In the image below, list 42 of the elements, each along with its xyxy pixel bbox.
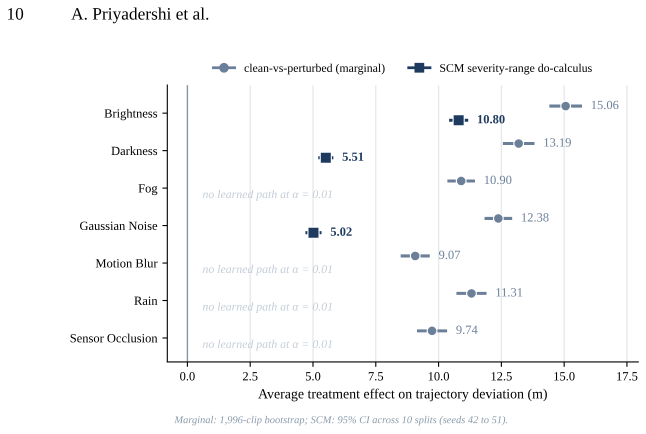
data-label: 10.90 (484, 176, 512, 184)
y-tick-label: Motion Blur (96, 258, 158, 268)
point (410, 250, 421, 262)
data-label: 15.06 (592, 100, 619, 110)
y-tick-label: Gaussian Noise (80, 222, 158, 230)
x-tick-label: 2.5 (242, 372, 258, 381)
legend-label: clean-vs-perturbed (marginal) (244, 64, 385, 74)
annotation: no learned path at α = 0.01 (202, 340, 332, 350)
text: Marginal: 1,996-clip bootstrap; SCM: 95% CI across 10 splits (seeds 42 to 51). (174, 416, 508, 426)
x-tick-label: 0.0 (180, 372, 195, 381)
data-label: 5.02 (330, 227, 352, 236)
x-tick-label: 12.5 (492, 372, 512, 381)
legend-label: SCM severity-range do-calculus (440, 64, 592, 74)
y-tick-label: Brightness (104, 108, 158, 120)
point (513, 138, 524, 149)
text: 10 (8, 8, 24, 20)
data-label: 9.74 (456, 326, 478, 334)
data-label: 9.07 (438, 250, 460, 260)
point (466, 288, 477, 299)
x-tick-label: 15.0 (554, 372, 575, 381)
data-label: 10.80 (478, 114, 505, 124)
point (560, 100, 572, 112)
x-tick-label: 5.0 (306, 372, 320, 381)
x-tick-label: 10.0 (428, 372, 450, 381)
x-tick-label: 7.5 (368, 372, 384, 381)
point (492, 213, 504, 224)
annotation: no learned path at α = 0.01 (202, 264, 332, 276)
data-label: 11.31 (496, 288, 522, 297)
y-tick-label: Sensor Occlusion (70, 334, 158, 342)
y-tick-label: Darkness (111, 146, 158, 156)
y-tick-label: Rain (134, 296, 158, 305)
text: A. Priyadershi et al. (71, 7, 208, 24)
annotation: no learned path at α = 0.01 (202, 302, 332, 313)
data-label: 13.19 (544, 138, 571, 147)
data-label: 12.38 (522, 213, 549, 222)
x-tick-label: 17.5 (617, 372, 638, 381)
annotation: no learned path at α = 0.01 (202, 190, 332, 201)
point (426, 325, 438, 336)
y-tick-label: Fog (138, 184, 158, 196)
data-label: 5.51 (342, 152, 364, 161)
x-axis-title: Average treatment effect on trajectory deviation (m) (258, 388, 547, 402)
point (456, 176, 467, 186)
